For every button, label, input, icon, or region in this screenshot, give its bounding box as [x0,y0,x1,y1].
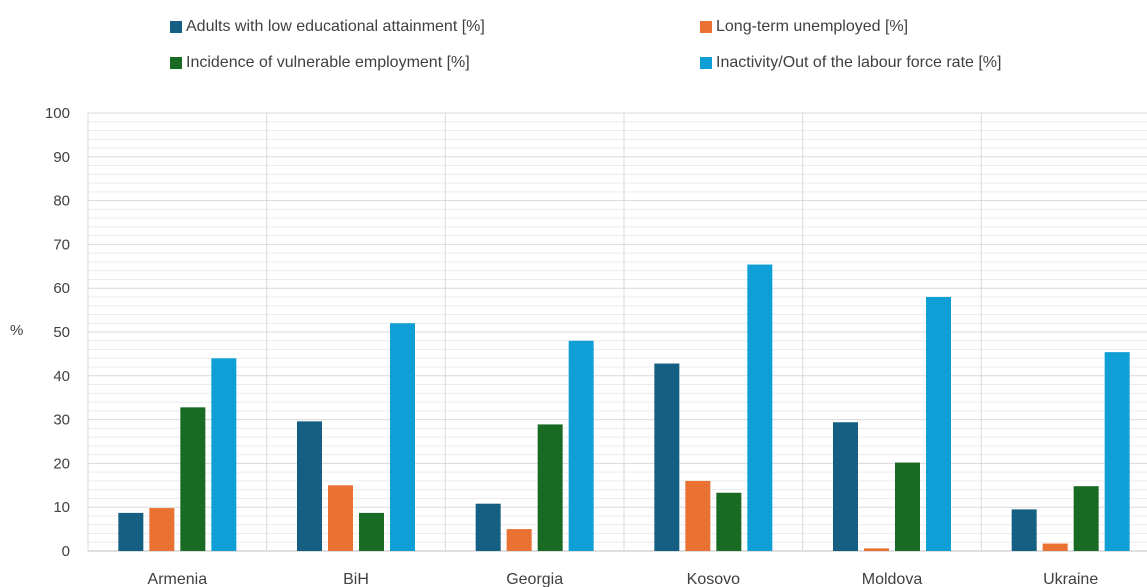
x-tick-label: Armenia [148,571,208,587]
x-tick-label: BiH [343,571,369,587]
x-tick-label: Georgia [506,571,563,587]
legend-label-2: Incidence of vulnerable employment [%] [186,54,470,71]
bar-kosovo-series-3 [747,264,773,551]
legend-item-1: Long-term unemployed [%] [700,18,908,36]
bar-ukraine-series-3 [1104,352,1130,551]
legend-swatch-3 [700,57,712,69]
legend-label-3: Inactivity/Out of the labour force rate … [716,54,1002,71]
bar-ukraine-series-1 [1042,543,1068,551]
x-tick-label: Kosovo [687,571,740,587]
bar-ukraine-series-0 [1011,509,1037,551]
bar-kosovo-series-1 [685,480,711,551]
bar-kosovo-series-2 [716,492,742,551]
bar-ukraine-series-2 [1073,486,1099,551]
bar-bih-series-3 [390,323,415,551]
bar-georgia-series-0 [475,503,501,551]
bar-bih-series-1 [328,485,353,551]
bar-moldova-series-2 [895,462,920,551]
y-axis-title: % [10,322,24,339]
bar-armenia-series-3 [211,358,237,551]
legend-swatch-0 [170,21,182,33]
bar-georgia-series-3 [568,340,594,551]
y-tick-label: 20 [53,455,70,472]
y-tick-label: 70 [53,236,70,253]
y-tick-label: 40 [53,368,70,385]
y-tick-label: 50 [53,324,70,341]
x-tick-label: Ukraine [1043,571,1098,587]
legend-label-0: Adults with low educational attainment [… [186,18,485,35]
legend-swatch-1 [700,21,712,33]
bar-moldova-series-1 [864,548,889,551]
bar-bih-series-2 [359,512,384,551]
legend-item-2: Incidence of vulnerable employment [%] [170,54,470,72]
bar-armenia-series-0 [118,512,144,551]
bar-armenia-series-1 [149,508,175,551]
bar-armenia-series-2 [180,407,206,551]
x-tick-label: Moldova [862,571,923,587]
y-tick-label: 0 [62,543,70,560]
legend-swatch-2 [170,57,182,69]
bar-georgia-series-2 [537,424,563,551]
y-tick-label: 100 [45,105,70,122]
legend-item-3: Inactivity/Out of the labour force rate … [700,54,1001,72]
y-tick-label: 90 [53,149,70,166]
bar-kosovo-series-0 [654,363,680,551]
legend-item-0: Adults with low educational attainment [… [170,18,485,36]
legend-label-1: Long-term unemployed [%] [716,18,909,35]
bar-moldova-series-3 [926,296,951,551]
y-tick-label: 60 [53,280,70,297]
bar-georgia-series-1 [506,529,532,551]
y-tick-label: 10 [53,499,70,516]
y-tick-label: 80 [53,193,70,210]
bar-bih-series-0 [297,421,322,551]
y-tick-label: 30 [53,412,70,429]
bar-moldova-series-0 [833,422,858,551]
